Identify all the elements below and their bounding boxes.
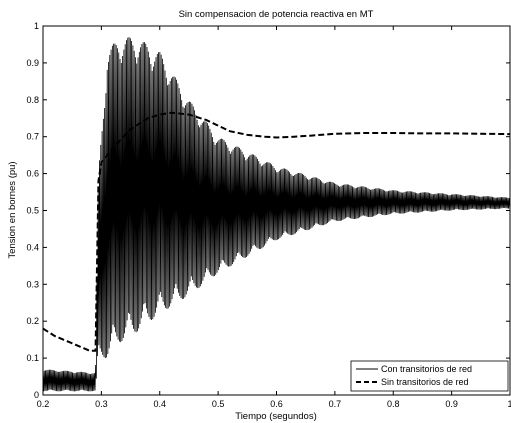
series-sin-transitorios-line (42, 111, 511, 352)
x-tick-label: 0.2 (37, 399, 50, 409)
legend: Con transitorios de red Sin transitorios… (350, 360, 509, 392)
x-tick-label: 0.3 (95, 399, 108, 409)
y-tick-label: 0.9 (26, 58, 39, 68)
x-tick-label: 0.6 (270, 399, 283, 409)
x-tick-label: 0.8 (387, 399, 400, 409)
x-tick-label: 0.4 (153, 399, 166, 409)
series-con-transitorios-line (42, 37, 511, 392)
y-tick-label: 0.5 (26, 206, 39, 216)
legend-box (350, 360, 509, 392)
x-tick-label: 0.5 (212, 399, 225, 409)
legend-label-sin-transitorios: Sin transitorios de red (381, 377, 469, 387)
x-axis-label: Tiempo (segundos) (235, 411, 317, 422)
x-tick-label: 0.9 (445, 399, 458, 409)
y-axis-label: Tension en bornes (pu) (7, 161, 18, 258)
y-tick-label: 0.6 (26, 169, 39, 179)
y-tick-label: 0.4 (26, 242, 39, 252)
x-tick-label: 0.7 (329, 399, 342, 409)
series-layer (42, 37, 511, 392)
y-tick-label: 0.7 (26, 132, 39, 142)
y-tick-label: 0.2 (26, 316, 39, 326)
y-tick-label: 0 (34, 390, 39, 400)
legend-label-con-transitorios: Con transitorios de red (381, 364, 472, 374)
y-tick-label: 0.8 (26, 95, 39, 105)
chart-title: Sin compensacion de potencia reactiva en… (179, 9, 374, 20)
y-tick-label: 0.1 (26, 353, 39, 363)
x-tick-label: 1 (507, 399, 511, 409)
plot-frame (42, 25, 511, 396)
y-tick-label: 1 (34, 21, 39, 31)
y-tick-label: 0.3 (26, 279, 39, 289)
